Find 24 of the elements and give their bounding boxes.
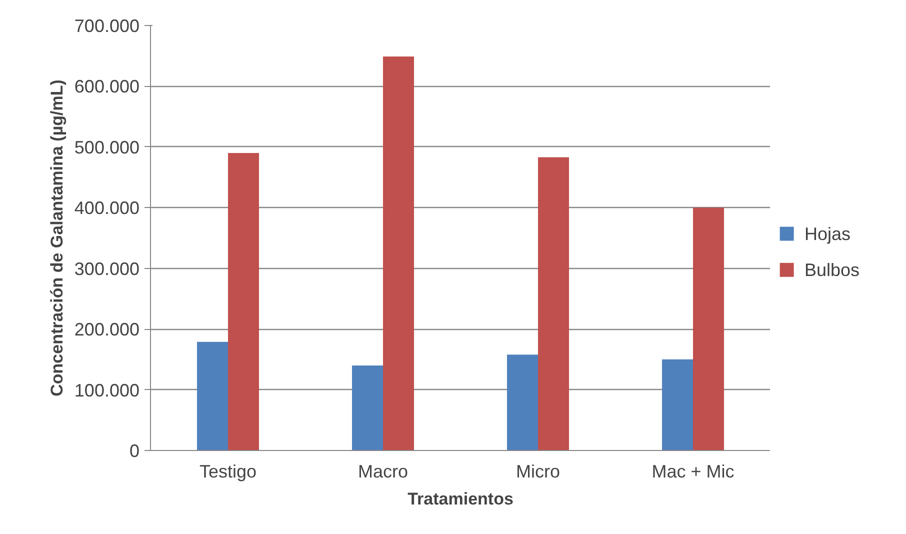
bar <box>228 153 259 450</box>
x-tick-label: Testigo <box>199 462 257 482</box>
y-tick-label: 500.000 <box>74 137 140 158</box>
y-axis-title: Concentración de Galantamina (µg/mL) <box>47 80 66 396</box>
y-tick-label: 200.000 <box>74 320 140 340</box>
x-tick-label: Mac + Mic <box>652 462 734 482</box>
legend-label: Bulbos <box>804 260 860 280</box>
bar <box>693 208 724 450</box>
y-tick-label: 300.000 <box>74 258 140 279</box>
bar <box>538 157 569 450</box>
bar <box>662 359 693 450</box>
y-tick-label: 400.000 <box>74 198 140 218</box>
x-tick-label: Macro <box>358 462 408 482</box>
y-tick-label: 600.000 <box>74 76 140 97</box>
x-axis-title: Tratamientos <box>408 490 514 508</box>
legend-label: Hojas <box>804 224 851 244</box>
y-tick-label: 0 <box>129 441 140 461</box>
y-tick-label: 700.000 <box>74 16 140 36</box>
bar <box>197 342 228 450</box>
y-tick-label: 100.000 <box>74 380 140 400</box>
x-tick-label: Micro <box>516 462 560 482</box>
bar <box>507 354 538 450</box>
bar <box>352 366 383 450</box>
bar <box>383 56 414 450</box>
